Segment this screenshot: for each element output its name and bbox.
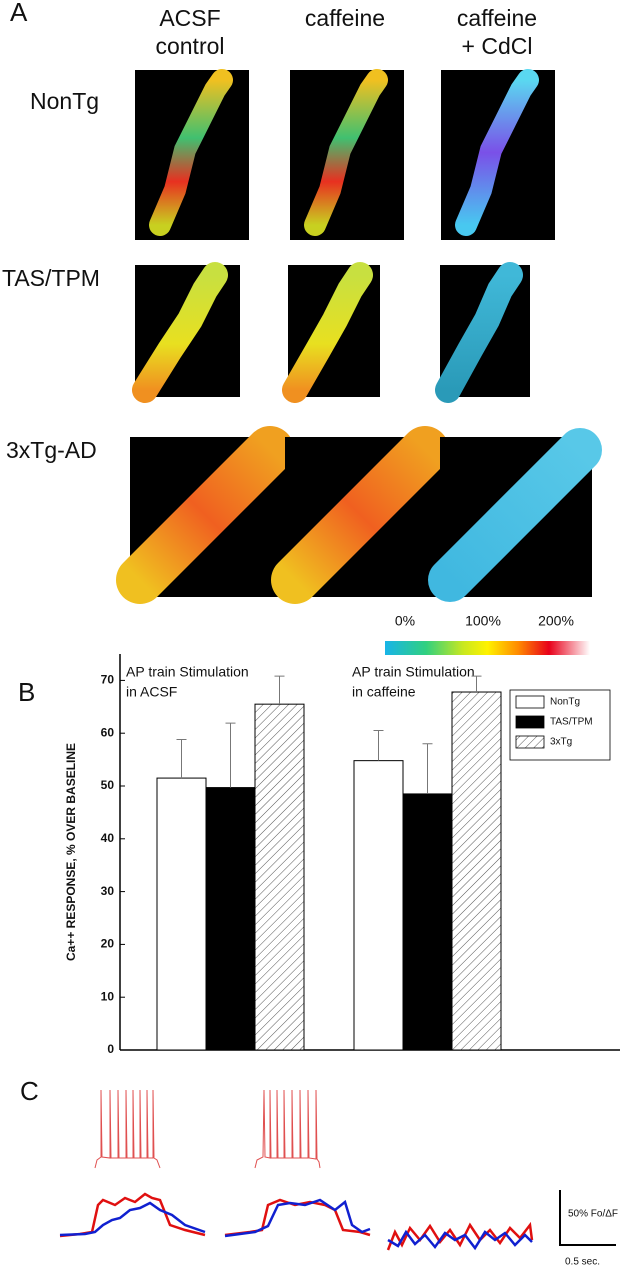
dendrite [149, 69, 233, 236]
calcium-trace [387, 1229, 533, 1251]
bar-chart: 0 10 20 30 40 50 60 70 AP train Stimulation in AC… [101, 654, 620, 1056]
bar [156, 777, 207, 1051]
scale-label: 50% Fo/ΔF [568, 1209, 618, 1220]
dendrite [455, 69, 539, 236]
y-tick-label: 30 [101, 884, 115, 898]
scale-label: 0.5 sec. [565, 1257, 600, 1268]
dendrite [271, 426, 449, 604]
dendrite [282, 262, 373, 403]
y-tick-label: 20 [101, 937, 115, 951]
colorbar-label: 200% [538, 613, 574, 629]
calcium-trace [59, 1192, 206, 1238]
panel-label: B [18, 677, 35, 707]
dendrite [435, 262, 523, 403]
annotation: AP train Stimulation [126, 664, 249, 680]
annotation: in caffeine [352, 684, 416, 700]
column-label: caffeine [457, 5, 537, 31]
legend-swatch [515, 715, 545, 729]
dendrite [304, 69, 388, 236]
row-label: 3xTg-AD [6, 437, 97, 463]
row-label: NonTg [30, 88, 99, 114]
bar [254, 703, 305, 1051]
y-tick-label: 50 [101, 778, 115, 792]
traces [59, 1089, 616, 1251]
legend-label: 3xTg [550, 737, 572, 748]
colorbar-label: 0% [395, 613, 415, 629]
column-label: ACSF [159, 5, 220, 31]
column-label: control [155, 33, 224, 59]
spike-train [254, 1089, 321, 1169]
bar [402, 793, 453, 1051]
calcium-trace [224, 1198, 371, 1238]
annotation: AP train Stimulation [352, 664, 475, 680]
panel-label: C [20, 1076, 39, 1106]
legend-swatch [515, 695, 545, 709]
colorbar-label: 100% [465, 613, 501, 629]
legend-label: TAS/TPM [550, 717, 593, 728]
spike-train [94, 1089, 161, 1169]
colorbar [385, 641, 590, 655]
y-tick-label: 0 [107, 1042, 114, 1056]
bar [205, 787, 256, 1051]
dendrite [116, 426, 294, 604]
error-bar [373, 730, 384, 761]
error-bar [225, 722, 236, 788]
micrograph-grid [116, 69, 602, 655]
error-bar [274, 675, 285, 705]
row-label: TAS/TPM [2, 265, 100, 291]
y-tick-label: 40 [101, 831, 115, 845]
error-bar [176, 739, 187, 779]
column-label: caffeine [305, 5, 385, 31]
dendrite [428, 428, 602, 602]
y-axis-title: Ca++ RESPONSE, % OVER BASELINE [64, 743, 78, 961]
annotation: in ACSF [126, 684, 177, 700]
y-tick-label: 60 [101, 725, 115, 739]
y-tick-label: 10 [101, 989, 115, 1003]
panel-label: A [10, 0, 28, 27]
legend-label: NonTg [550, 697, 580, 708]
error-bar [422, 743, 433, 794]
column-label: + CdCl [462, 33, 533, 59]
error-bar [471, 675, 482, 693]
bar [451, 691, 502, 1051]
legend-swatch [515, 735, 545, 749]
bar [353, 760, 404, 1051]
scale-bar [559, 1190, 616, 1246]
y-tick-label: 70 [101, 673, 115, 687]
calcium-trace [59, 1201, 206, 1237]
dendrite [132, 262, 228, 403]
